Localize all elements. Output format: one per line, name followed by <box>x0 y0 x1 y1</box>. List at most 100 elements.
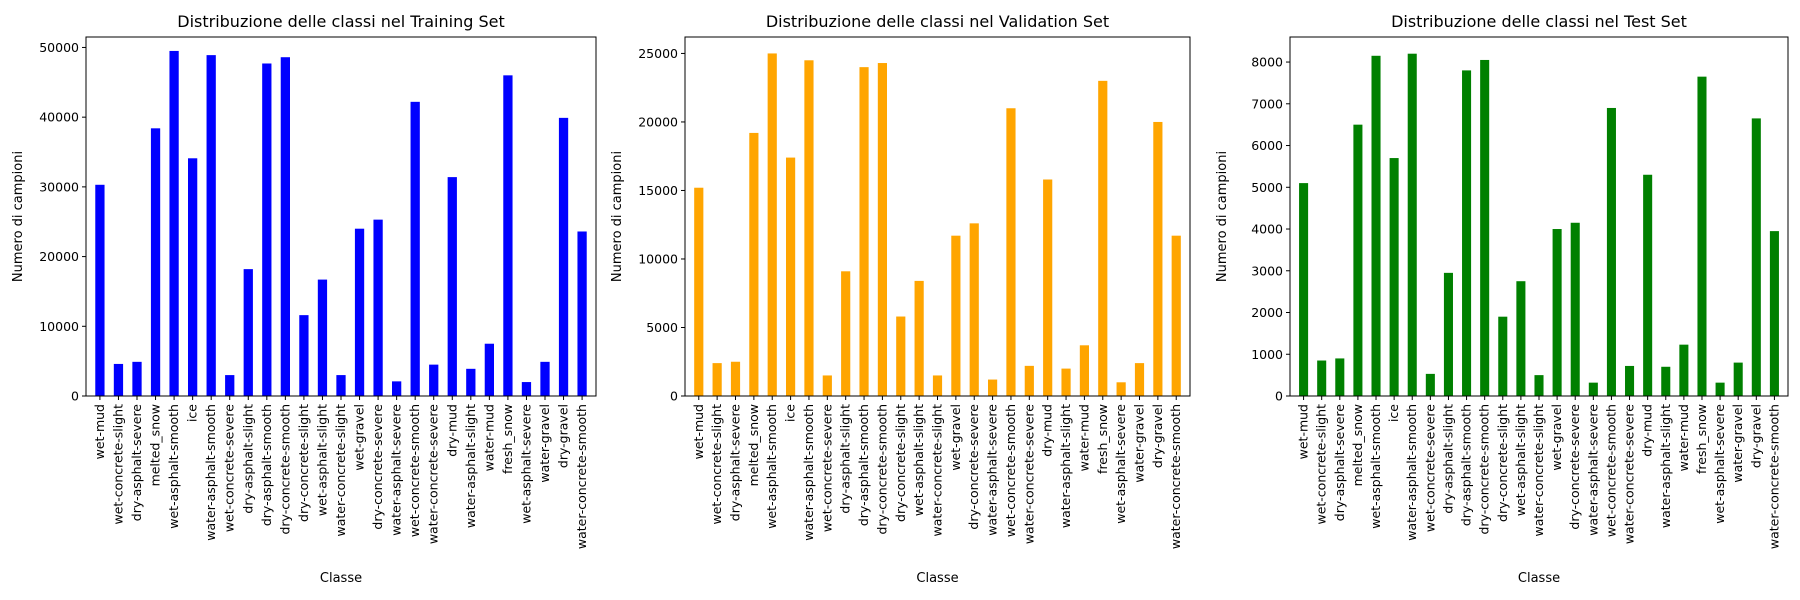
x-tick-label: dry-asphalt-smooth <box>856 404 871 526</box>
bar-dry-concrete-slight <box>896 316 906 396</box>
y-tick-label: 4000 <box>1251 222 1283 237</box>
x-tick-label: wet-concrete-severe <box>819 404 834 532</box>
bar-water-mud <box>1079 345 1089 396</box>
bar-wet-asphalt-slight <box>914 280 924 396</box>
x-tick-label: wet-concrete-severe <box>1422 404 1437 532</box>
x-tick-label: dry-asphalt-smooth <box>1459 404 1474 526</box>
bar-fresh_snow <box>503 75 513 396</box>
bar-dry-mud <box>1043 179 1053 396</box>
x-tick-label: wet-mud <box>691 404 706 459</box>
bar-dry-concrete-slight <box>299 315 309 396</box>
x-tick-label: wet-asphalt-severe <box>1712 404 1727 524</box>
x-tick-label: water-asphalt-smooth <box>801 404 816 541</box>
x-tick-label: wet-asphalt-slight <box>911 404 926 516</box>
x-axis-label: Classe <box>916 571 958 586</box>
bar-dry-concrete-smooth <box>877 63 887 396</box>
x-tick-label: dry-concrete-slight <box>296 404 311 522</box>
y-tick-label: 10000 <box>39 319 79 334</box>
chart-title: Distribuzione delle classi nel Validatio… <box>766 12 1109 31</box>
x-tick-label: dry-asphalt-slight <box>838 404 853 514</box>
x-tick-label: wet-gravel <box>1549 404 1564 471</box>
y-axis-label: Numero di campioni <box>610 151 625 282</box>
x-tick-label: water-concrete-severe <box>1021 404 1036 544</box>
x-tick-label: wet-concrete-smooth <box>1603 404 1618 537</box>
x-tick-label: dry-gravel <box>1748 404 1763 468</box>
y-tick-label: 7000 <box>1251 96 1283 111</box>
bar-water-gravel <box>1134 363 1145 396</box>
bar-dry-gravel <box>1751 118 1761 397</box>
bar-wet-concrete-slight <box>113 363 124 396</box>
x-tick-label: wet-concrete-severe <box>222 404 237 532</box>
bar-dry-concrete-severe <box>969 223 979 396</box>
x-tick-label: water-mud <box>1076 404 1091 471</box>
bar-dry-asphalt-slight <box>1443 272 1453 396</box>
x-tick-label: water-concrete-severe <box>426 404 441 544</box>
x-tick-label: dry-asphalt-severe <box>129 404 144 521</box>
x-tick-label: water-concrete-smooth <box>1168 404 1183 549</box>
x-tick-label: wet-gravel <box>352 404 367 471</box>
bar-water-gravel <box>540 361 550 396</box>
y-axis-label: Numero di campioni <box>1215 151 1230 282</box>
x-tick-label: wet-concrete-slight <box>110 404 125 525</box>
chart-title: Distribuzione delle classi nel Test Set <box>1391 12 1687 31</box>
x-tick-label: water-mud <box>1676 404 1691 471</box>
x-tick-label: wet-concrete-slight <box>1314 404 1329 525</box>
bar-wet-asphalt-smooth <box>169 50 179 397</box>
bar-dry-mud <box>1643 174 1653 396</box>
bar-dry-asphalt-severe <box>730 361 741 396</box>
bar-water-concrete-severe <box>1024 365 1034 396</box>
bar-water-asphalt-severe <box>988 379 998 396</box>
x-tick-label: water-gravel <box>537 404 552 483</box>
bar-melted_snow <box>1353 124 1363 397</box>
bar-dry-mud <box>447 177 457 396</box>
bar-wet-asphalt-severe <box>1715 382 1725 396</box>
x-tick-label: dry-asphalt-slight <box>240 404 255 514</box>
bar-dry-gravel <box>1153 121 1163 397</box>
y-tick-label: 50000 <box>39 40 79 55</box>
bar-water-asphalt-slight <box>1061 368 1071 396</box>
bar-ice <box>786 157 796 396</box>
y-axis-label: Numero di campioni <box>11 151 26 282</box>
bar-water-concrete-slight <box>1534 375 1544 396</box>
bar-melted_snow <box>749 132 759 397</box>
bar-wet-asphalt-smooth <box>1371 55 1381 397</box>
x-tick-label: dry-gravel <box>1150 404 1165 468</box>
bar-water-asphalt-smooth <box>206 55 216 397</box>
bar-ice <box>188 158 198 396</box>
bar-wet-concrete-smooth <box>410 101 420 396</box>
x-tick-label: dry-mud <box>444 404 459 457</box>
x-tick-label: wet-asphalt-severe <box>518 404 533 524</box>
x-tick-label: wet-asphalt-slight <box>1513 404 1528 516</box>
x-tick-label: melted_snow <box>746 404 761 486</box>
bar-water-concrete-severe <box>1625 365 1635 396</box>
x-tick-label: water-asphalt-slight <box>1658 404 1673 528</box>
bar-dry-gravel <box>558 117 569 397</box>
bar-wet-gravel <box>354 228 365 396</box>
bar-melted_snow <box>150 128 161 396</box>
x-tick-label: water-concrete-smooth <box>1766 404 1781 549</box>
bar-water-concrete-slight <box>932 375 943 396</box>
bar-wet-concrete-smooth <box>1606 107 1616 396</box>
bar-wet-concrete-severe <box>822 375 832 396</box>
x-tick-label: water-asphalt-smooth <box>203 404 218 541</box>
bar-wet-asphalt-slight <box>1516 281 1526 396</box>
x-tick-label: water-asphalt-slight <box>1058 404 1073 528</box>
x-tick-label: fresh_snow <box>500 404 515 474</box>
x-tick-label: dry-mud <box>1640 404 1655 457</box>
x-tick-label: water-asphalt-smooth <box>1404 404 1419 541</box>
x-tick-label: dry-mud <box>1040 404 1055 457</box>
x-tick-label: water-concrete-slight <box>333 404 348 537</box>
chart-panel-3: Distribuzione delle classi nel Test Set w… <box>1215 12 1789 586</box>
bar-dry-asphalt-smooth <box>859 67 869 397</box>
x-tick-label: dry-concrete-slight <box>1495 404 1510 522</box>
y-tick-label: 40000 <box>39 110 79 125</box>
bar-dry-asphalt-smooth <box>1462 70 1472 396</box>
bar-fresh_snow <box>1697 76 1707 396</box>
bar-wet-mud <box>95 184 105 396</box>
bar-water-asphalt-severe <box>392 381 402 396</box>
y-tick-label: 8000 <box>1251 55 1283 70</box>
x-tick-label: ice <box>185 404 200 422</box>
x-tick-label: water-concrete-slight <box>1531 404 1546 537</box>
plot-frame <box>684 36 1191 397</box>
x-tick-label: dry-asphalt-smooth <box>259 404 274 526</box>
